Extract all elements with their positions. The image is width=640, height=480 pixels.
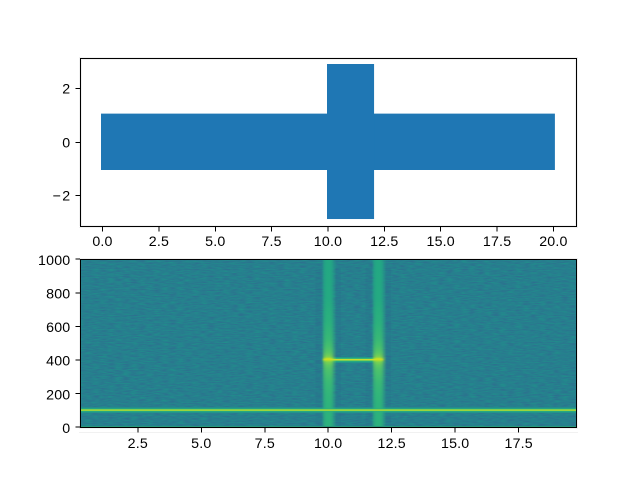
- svg-text:20.0: 20.0: [539, 234, 567, 250]
- svg-text:7.5: 7.5: [255, 436, 275, 452]
- svg-text:15.0: 15.0: [426, 234, 454, 250]
- svg-text:10.0: 10.0: [314, 234, 342, 250]
- svg-text:600: 600: [46, 320, 70, 336]
- svg-text:17.5: 17.5: [504, 436, 532, 452]
- svg-text:800: 800: [46, 287, 70, 303]
- svg-text:7.5: 7.5: [261, 234, 281, 250]
- svg-text:5.0: 5.0: [191, 436, 211, 452]
- svg-text:2: 2: [62, 82, 70, 98]
- svg-text:15.0: 15.0: [441, 436, 469, 452]
- svg-text:−2: −2: [53, 189, 71, 205]
- svg-text:5.0: 5.0: [205, 234, 225, 250]
- svg-text:400: 400: [46, 354, 70, 370]
- svg-text:10.0: 10.0: [314, 436, 342, 452]
- svg-text:2.5: 2.5: [149, 234, 169, 250]
- svg-text:2.5: 2.5: [128, 436, 148, 452]
- svg-text:0.0: 0.0: [92, 234, 112, 250]
- svg-text:200: 200: [46, 387, 70, 403]
- svg-text:12.5: 12.5: [370, 234, 398, 250]
- svg-text:1000: 1000: [38, 253, 70, 269]
- svg-text:0: 0: [62, 421, 70, 437]
- svg-text:17.5: 17.5: [483, 234, 511, 250]
- svg-text:0: 0: [62, 136, 70, 152]
- svg-text:12.5: 12.5: [377, 436, 405, 452]
